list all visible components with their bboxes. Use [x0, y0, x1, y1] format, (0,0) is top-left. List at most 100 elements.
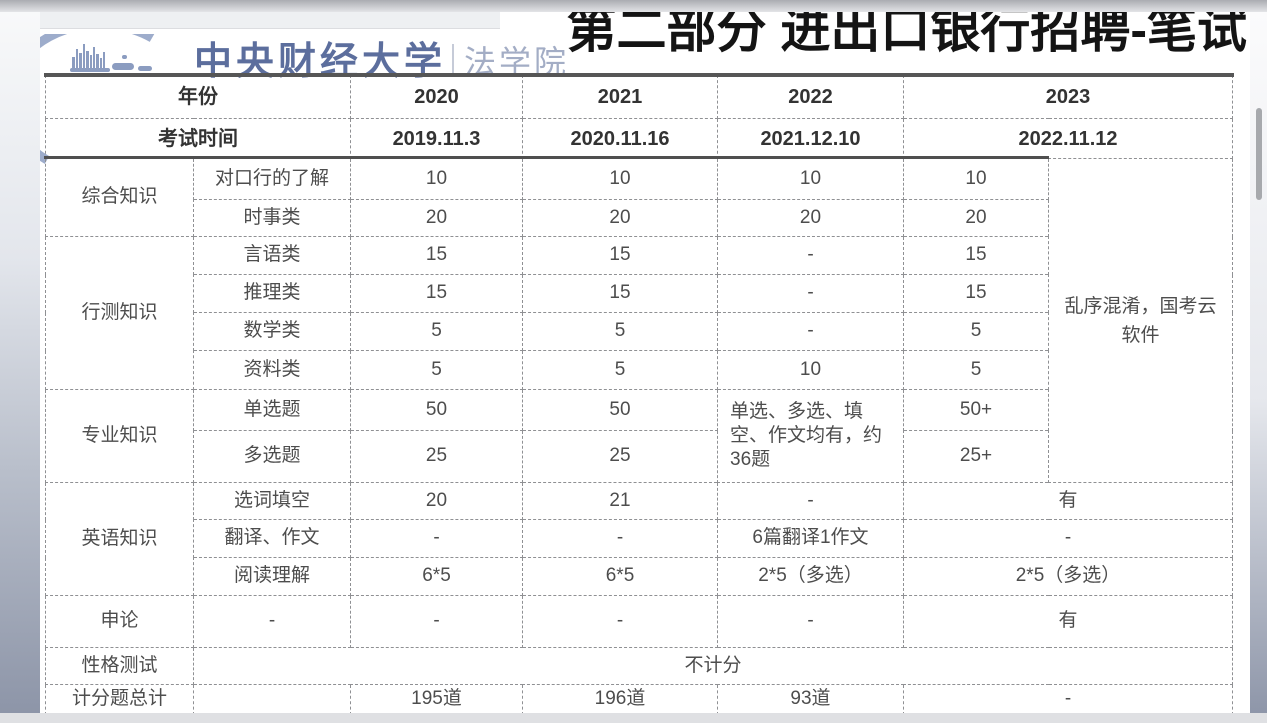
group-label-cell: 行测知识: [45, 236, 194, 390]
table-row: 多选题 25 25 25+: [46, 430, 1233, 483]
value-cell: 2*5（多选）: [903, 557, 1233, 596]
value-cell: 50: [522, 389, 718, 431]
scrollbar-thumb[interactable]: [1256, 108, 1262, 200]
exam-time-label-cell: 考试时间: [45, 118, 351, 159]
table-row: 综合知识 对口行的了解 10 10 10 10 乱序混淆，国考云软件: [45, 158, 1233, 483]
value-cell: -: [350, 519, 523, 558]
table-top-rule: [44, 73, 1234, 77]
subcategory-cell: 数学类: [193, 312, 351, 351]
value-cell: 5: [522, 350, 718, 390]
table-row: 考试时间 2019.11.3 2020.11.16 2021.12.10 202…: [45, 118, 1233, 159]
value-cell: 5: [522, 312, 718, 351]
value-cell: 15: [522, 236, 718, 275]
value-cell: 6篇翻译1作文: [717, 519, 904, 558]
year-cell: 2020: [350, 75, 523, 119]
value-cell: 15: [350, 236, 523, 275]
table-header-rule: [44, 156, 1049, 159]
date-cell: 2020.11.16: [522, 118, 718, 159]
table-row: 性格测试 不计分: [45, 647, 1233, 685]
note-2023-cell: 乱序混淆，国考云软件: [1048, 158, 1233, 483]
subcategory-cell: 多选题: [193, 430, 351, 483]
logo-divider: [452, 44, 455, 76]
value-cell: 5: [903, 312, 1049, 351]
left-edge-gradient: [0, 12, 40, 713]
merged-value-cell: 不计分: [193, 647, 1233, 685]
subcategory-cell: 单选题: [193, 389, 351, 431]
value-cell: -: [522, 519, 718, 558]
group-label-cell: 综合知识: [45, 158, 194, 237]
group-label-cell: 性格测试: [45, 647, 194, 685]
value-cell: 有: [903, 595, 1233, 648]
right-edge-gradient: [1250, 12, 1267, 713]
value-cell: 25: [350, 430, 523, 483]
value-cell: 20: [903, 199, 1049, 237]
subcategory-cell: 翻译、作文: [193, 519, 351, 558]
value-cell: 10: [717, 158, 904, 200]
table-row: 翻译、作文 - - 6篇翻译1作文 -: [46, 519, 1233, 558]
value-cell: 5: [903, 350, 1049, 390]
value-cell: 50+: [903, 389, 1049, 431]
date-cell: 2019.11.3: [350, 118, 523, 159]
value-cell: 21: [522, 482, 718, 520]
value-cell: 25: [522, 430, 718, 483]
empty-cell: [193, 684, 351, 715]
value-cell: 10: [717, 350, 904, 390]
table-row: 时事类 20 20 20 20: [46, 199, 1233, 237]
value-cell: 50: [350, 389, 523, 431]
value-cell: 6*5: [350, 557, 523, 596]
value-cell: 有: [903, 482, 1233, 520]
subcategory-cell: 阅读理解: [193, 557, 351, 596]
value-cell: 20: [522, 199, 718, 237]
table-row: 数学类 5 5 - 5: [46, 312, 1233, 351]
table-row: 专业知识 单选题 50 50 单选、多选、填空、作文均有，约36题 50+: [45, 389, 1233, 483]
value-cell: 10: [903, 158, 1049, 200]
note-2022-cell: 单选、多选、填空、作文均有，约36题: [717, 389, 904, 483]
value-cell: 10: [350, 158, 523, 200]
table-row: 推理类 15 15 - 15: [46, 274, 1233, 313]
value-cell: 15: [903, 236, 1049, 275]
value-cell: -: [903, 519, 1233, 558]
subcategory-cell: 时事类: [193, 199, 351, 237]
value-cell: 20: [350, 199, 523, 237]
year-label-cell: 年份: [45, 75, 351, 119]
value-cell: 6*5: [522, 557, 718, 596]
value-cell: 15: [522, 274, 718, 313]
value-cell: -: [903, 684, 1233, 715]
value-cell: -: [193, 595, 351, 648]
value-cell: 20: [717, 199, 904, 237]
value-cell: 5: [350, 312, 523, 351]
table-row: 阅读理解 6*5 6*5 2*5（多选） 2*5（多选）: [46, 557, 1233, 596]
value-cell: -: [717, 482, 904, 520]
subcategory-cell: 资料类: [193, 350, 351, 390]
value-cell: -: [717, 274, 904, 313]
value-cell: 20: [350, 482, 523, 520]
group-label-cell: 申论: [45, 595, 194, 648]
year-cell: 2022: [717, 75, 904, 119]
value-cell: 10: [522, 158, 718, 200]
year-cell: 2021: [522, 75, 718, 119]
value-cell: -: [350, 595, 523, 648]
exam-structure-table: 年份 2020 2021 2022 2023 考试时间 2019.11.3 20…: [45, 75, 1233, 715]
date-cell: 2021.12.10: [717, 118, 904, 159]
subcategory-cell: 言语类: [193, 236, 351, 275]
value-cell: 15: [903, 274, 1049, 313]
value-cell: -: [717, 595, 904, 648]
table-row: 资料类 5 5 10 5: [46, 350, 1233, 390]
group-label-cell: 专业知识: [45, 389, 194, 483]
top-left-block: [0, 12, 500, 29]
group-label-cell: 英语知识: [45, 482, 194, 596]
value-cell: -: [522, 595, 718, 648]
subcategory-cell: 选词填空: [193, 482, 351, 520]
bottom-edge-bar: [0, 713, 1267, 723]
table-row: 申论 - - - - 有: [45, 595, 1233, 648]
subcategory-cell: 对口行的了解: [193, 158, 351, 200]
year-cell: 2023: [903, 75, 1233, 119]
table-row: 英语知识 选词填空 20 21 - 有: [45, 482, 1233, 596]
value-cell: 196道: [522, 684, 718, 715]
value-cell: -: [717, 312, 904, 351]
university-skyline-icon: [70, 39, 166, 84]
table-row: 行测知识 言语类 15 15 - 15: [45, 236, 1233, 390]
date-cell: 2022.11.12: [903, 118, 1233, 159]
group-label-cell: 计分题总计: [45, 684, 194, 715]
